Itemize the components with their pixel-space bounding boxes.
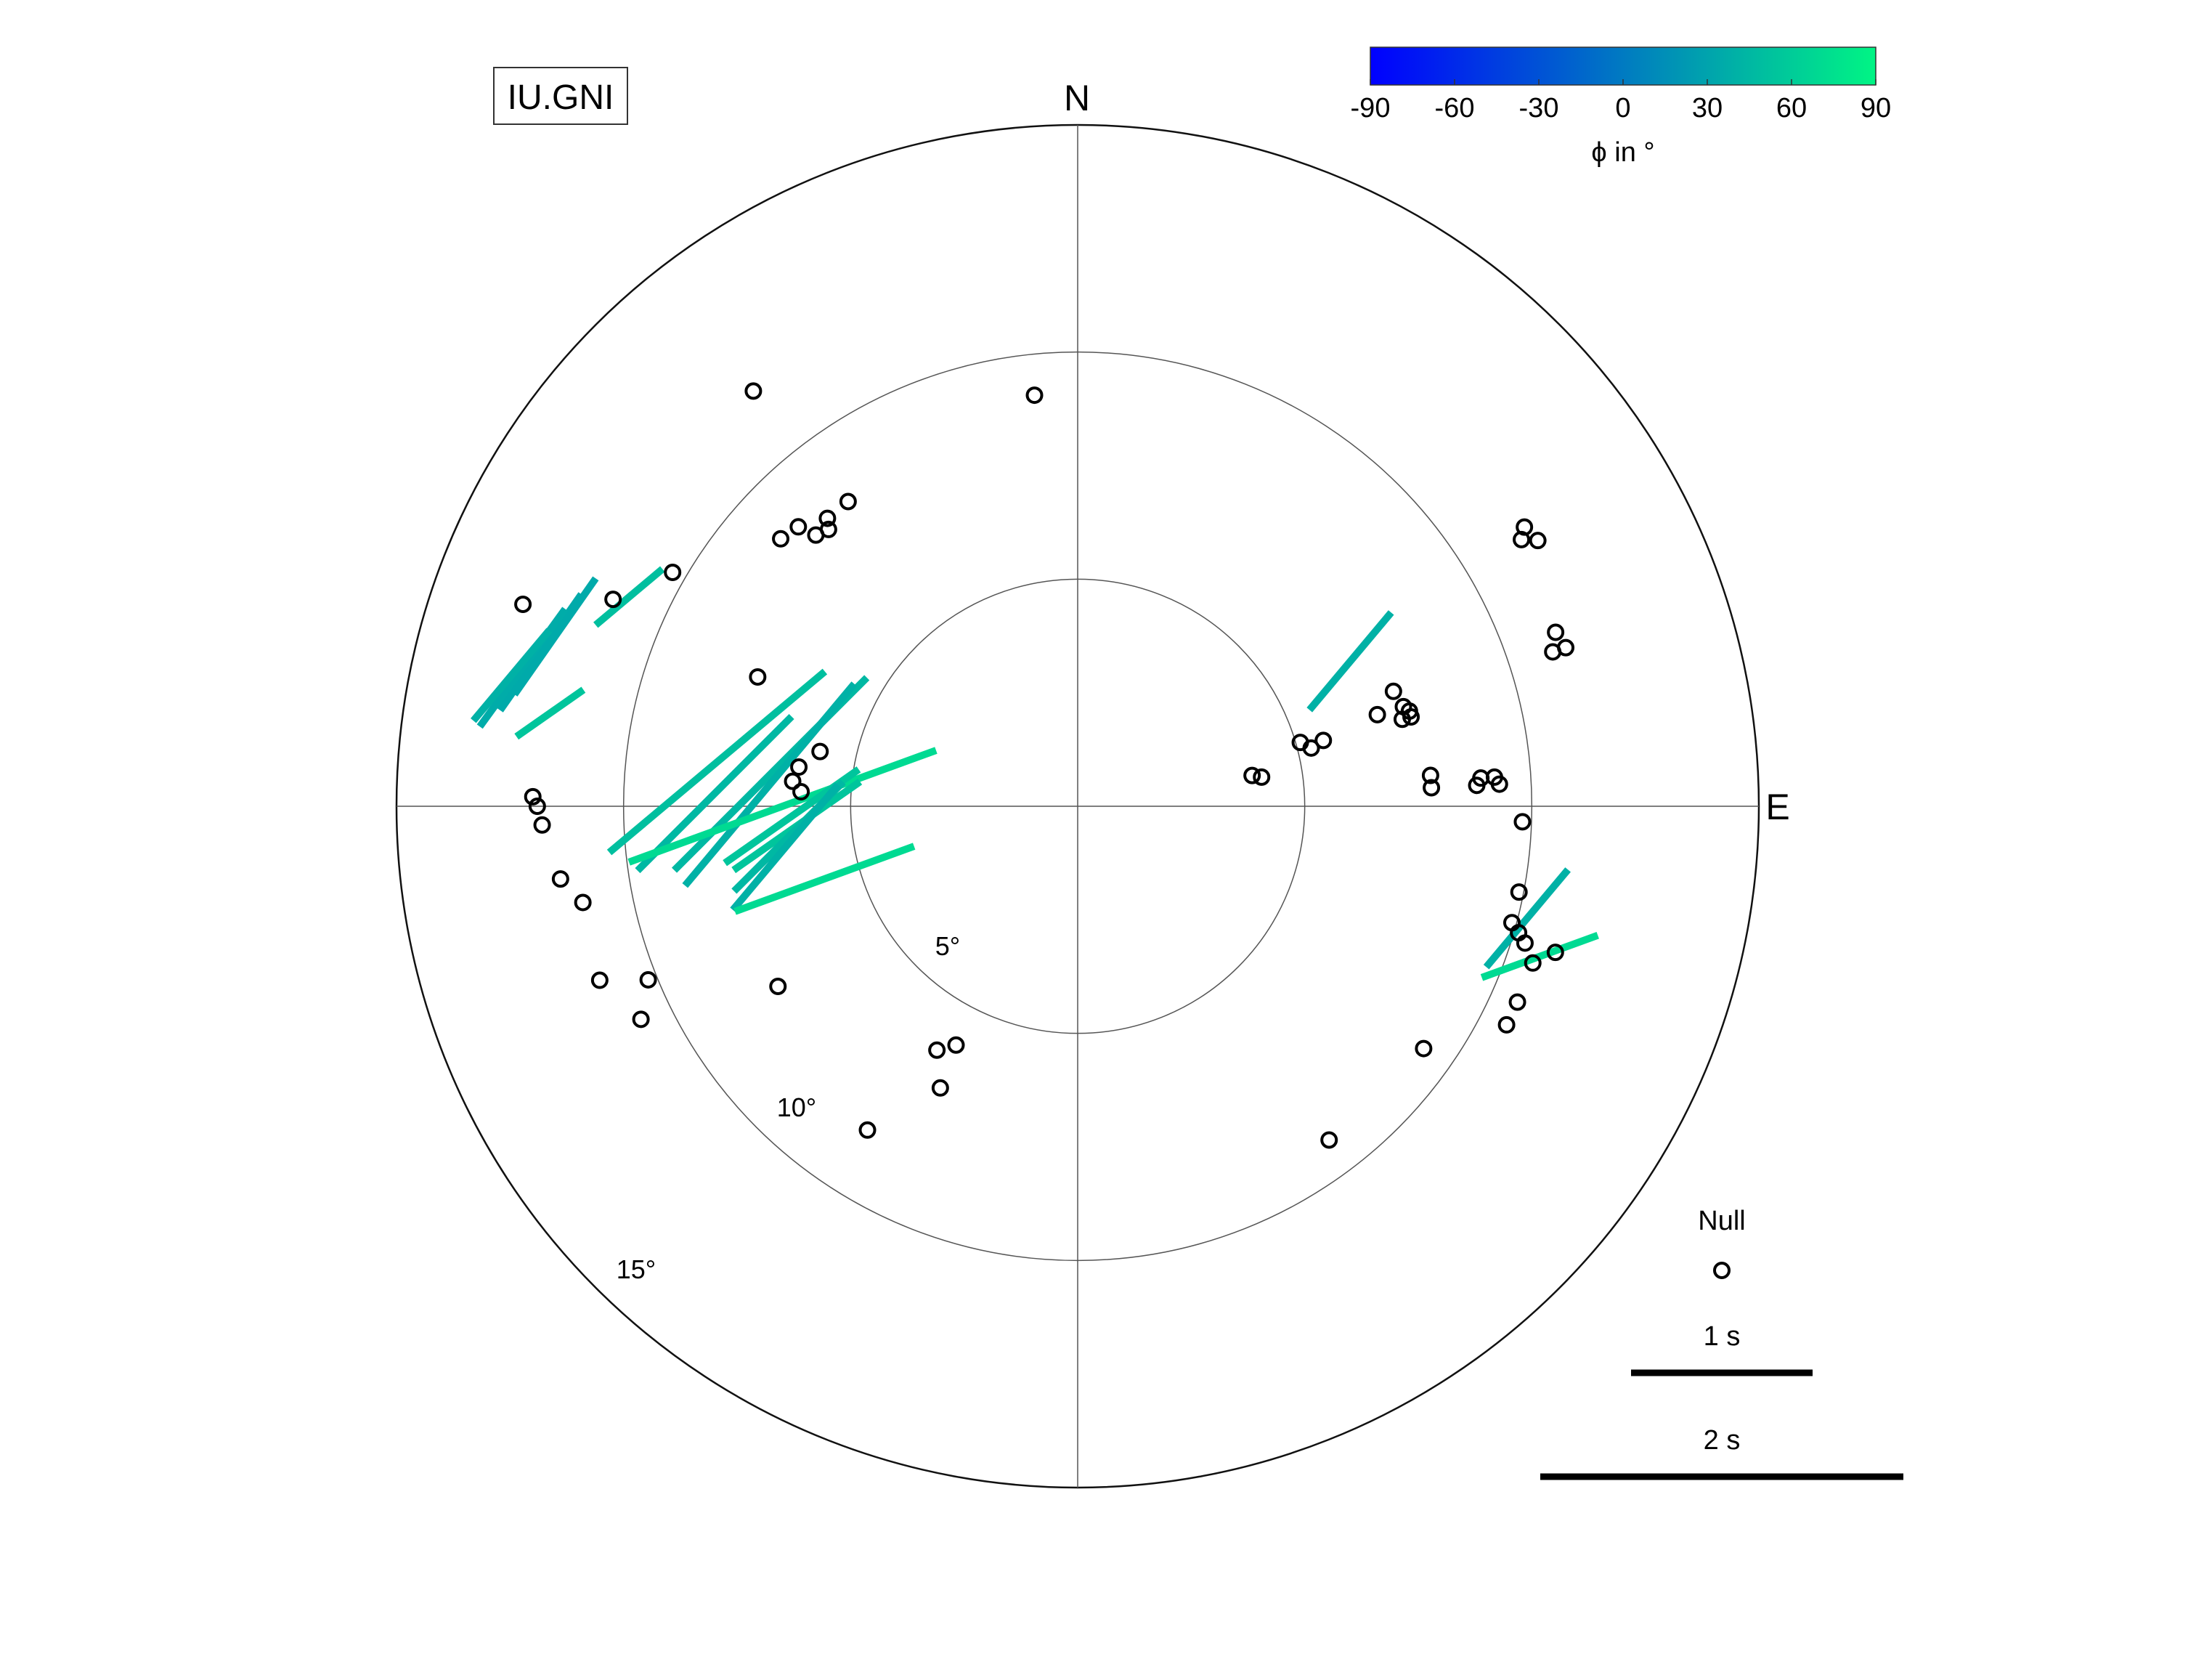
colorbar-label: ϕ in ° — [1591, 137, 1654, 168]
null-marker-9 — [818, 509, 837, 527]
null-marker-17 — [528, 798, 546, 815]
null-marker-21 — [590, 971, 609, 989]
legend-null-marker — [1713, 1262, 1731, 1279]
split-bar-9 — [635, 713, 794, 874]
null-marker-20 — [574, 893, 592, 912]
colorbar-tick-3: 0 — [1615, 93, 1630, 123]
null-marker-62 — [1415, 1039, 1433, 1058]
null-marker-56 — [1516, 934, 1534, 952]
split-bar-10 — [627, 747, 938, 866]
null-marker-11 — [749, 668, 767, 686]
null-marker-25 — [858, 1121, 877, 1139]
null-marker-13 — [790, 758, 808, 776]
null-marker-59 — [1508, 993, 1526, 1011]
colorbar-tick-5: 60 — [1776, 93, 1807, 123]
split-bar-0 — [593, 566, 665, 628]
null-marker-5 — [772, 530, 790, 548]
split-bar-3 — [476, 607, 569, 729]
null-marker-61 — [1320, 1131, 1338, 1149]
null-marker-60 — [1497, 1015, 1516, 1034]
null-marker-45 — [1485, 768, 1503, 786]
colorbar-tick-6: 90 — [1861, 93, 1891, 123]
split-bar-6 — [606, 668, 828, 856]
east-label: E — [1765, 787, 1789, 827]
null-markers — [514, 382, 1575, 1149]
split-bar-8 — [682, 681, 858, 888]
null-marker-14 — [784, 772, 802, 790]
null-marker-4 — [664, 563, 682, 581]
colorbar-tick-0: -90 — [1351, 93, 1391, 123]
null-marker-16 — [524, 787, 542, 806]
split-bar-5 — [514, 686, 586, 740]
null-marker-8 — [819, 520, 837, 538]
null-marker-23 — [632, 1010, 650, 1029]
legend-2s-label: 2 s — [1704, 1425, 1741, 1456]
ring-label-15: 15° — [617, 1254, 656, 1284]
null-marker-46 — [1529, 532, 1547, 550]
null-marker-53 — [1510, 883, 1528, 901]
split-bar-14 — [730, 782, 841, 912]
null-marker-1 — [1025, 386, 1044, 405]
station-label-box — [493, 67, 628, 125]
null-marker-15 — [792, 783, 810, 801]
ring-label-5: 5° — [935, 931, 960, 961]
null-marker-29 — [1253, 768, 1271, 786]
null-marker-40 — [1421, 766, 1439, 784]
null-marker-22 — [639, 970, 657, 989]
null-marker-33 — [1291, 734, 1309, 752]
null-marker-52 — [1513, 813, 1532, 831]
null-marker-26 — [931, 1079, 949, 1097]
null-marker-3 — [604, 591, 622, 609]
polar-grid — [395, 123, 1760, 1489]
null-marker-57 — [1524, 954, 1542, 972]
null-marker-19 — [551, 870, 569, 888]
split-bar-18 — [1480, 931, 1599, 981]
split-bar-4 — [471, 628, 553, 723]
legend-null-label: Null — [1698, 1206, 1745, 1236]
null-marker-39 — [1384, 682, 1402, 700]
null-marker-18 — [533, 816, 551, 834]
null-marker-0 — [744, 382, 763, 400]
colorbar-ticks: -90 -60 -30 0 30 60 90 — [1351, 79, 1891, 123]
colorbar-tick-4: 30 — [1692, 93, 1723, 123]
null-marker-6 — [789, 518, 808, 536]
null-marker-2 — [514, 595, 532, 613]
split-bar-16 — [1306, 610, 1394, 713]
split-bars — [471, 566, 1599, 981]
split-bar-15 — [733, 843, 916, 915]
north-label: N — [1064, 78, 1090, 118]
split-bar-17 — [1483, 867, 1571, 970]
null-marker-32 — [1314, 731, 1333, 750]
null-marker-49 — [1547, 623, 1565, 641]
null-marker-34 — [1368, 705, 1386, 723]
split-bar-2 — [497, 592, 585, 713]
null-marker-30 — [1243, 766, 1261, 784]
station-label: IU.GNI — [508, 78, 614, 117]
null-marker-12 — [811, 742, 829, 760]
null-marker-51 — [1544, 643, 1562, 661]
null-marker-38 — [1400, 702, 1418, 721]
null-marker-27 — [928, 1041, 946, 1059]
null-marker-41 — [1423, 779, 1441, 797]
null-marker-10 — [839, 492, 857, 511]
ring-label-10: 10° — [777, 1092, 816, 1122]
null-marker-24 — [769, 977, 787, 995]
null-marker-28 — [947, 1036, 965, 1054]
null-marker-58 — [1546, 944, 1564, 962]
colorbar-tick-2: -30 — [1519, 93, 1559, 123]
null-marker-48 — [1513, 530, 1531, 548]
colorbar-tick-1: -60 — [1435, 93, 1475, 123]
legend-1s-label: 1 s — [1704, 1321, 1741, 1352]
